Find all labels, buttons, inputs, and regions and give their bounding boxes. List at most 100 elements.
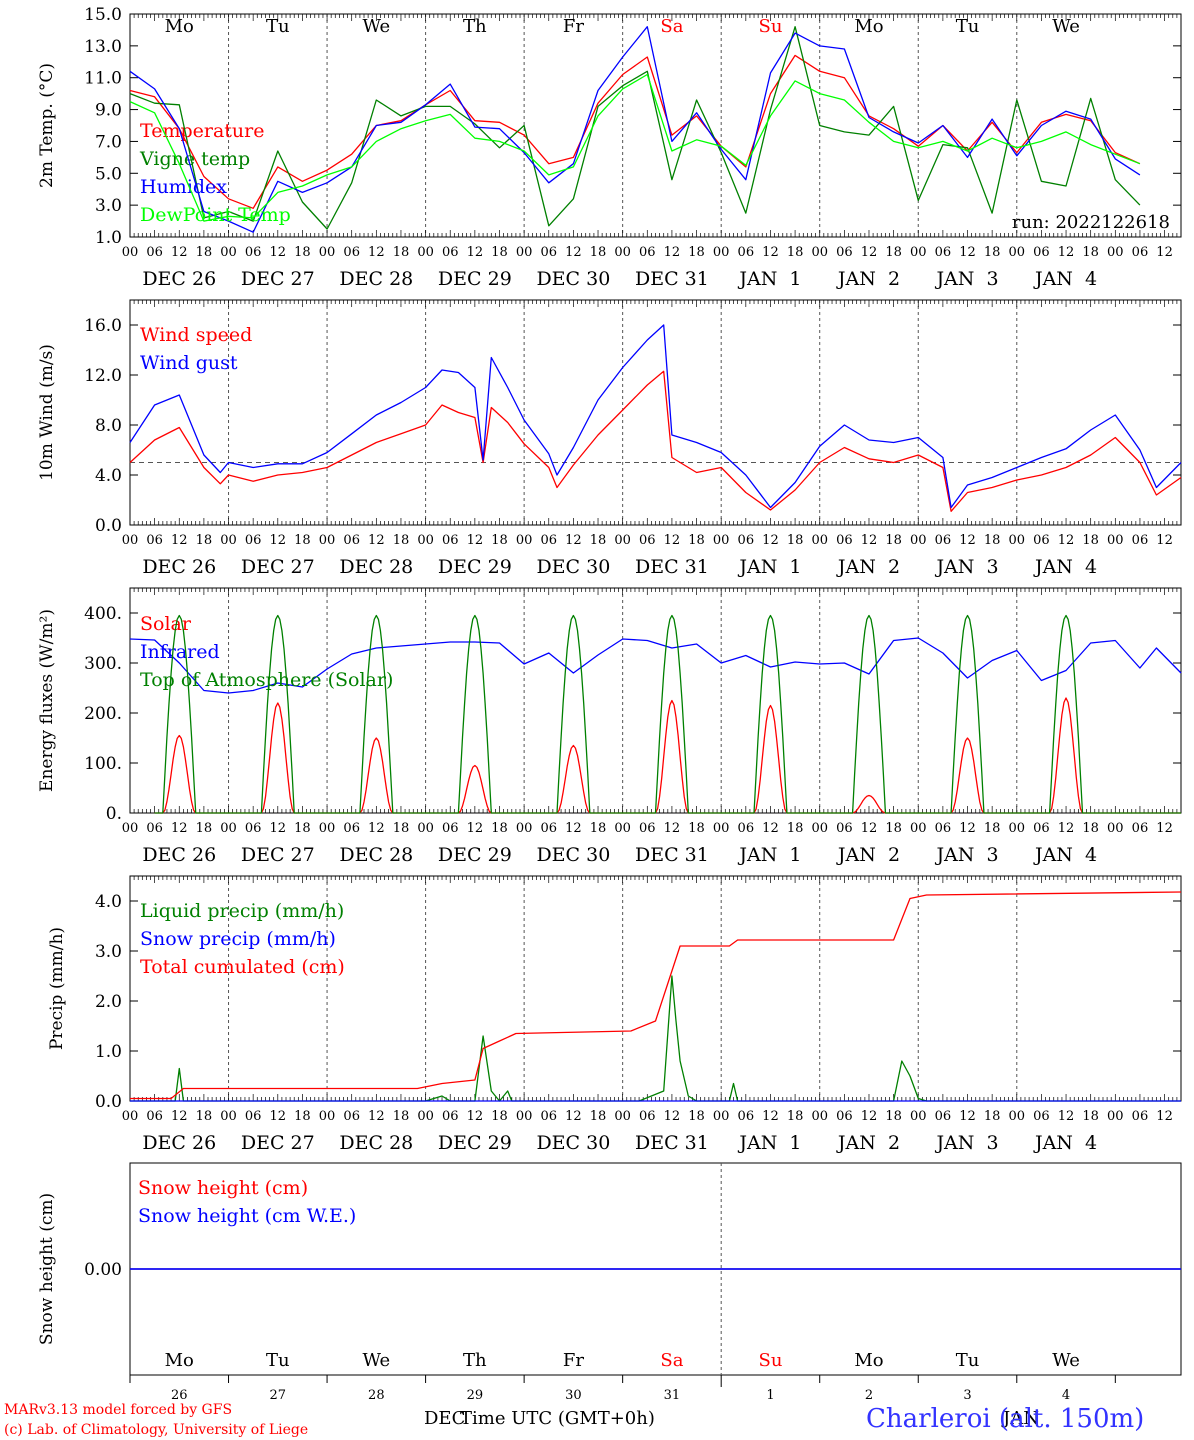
y-tick-label: 300. bbox=[84, 654, 122, 674]
hour-tick-label: 00 bbox=[417, 533, 434, 548]
hour-tick-label: 18 bbox=[787, 245, 804, 260]
hour-tick-label: 18 bbox=[491, 1109, 508, 1124]
hour-tick-label: 18 bbox=[393, 1109, 410, 1124]
hour-tick-label: 06 bbox=[442, 1109, 459, 1124]
hour-tick-label: 06 bbox=[540, 533, 557, 548]
date-label: JAN 2 bbox=[836, 268, 900, 290]
date-label: DEC 27 bbox=[241, 268, 315, 290]
y-tick-label: 13.0 bbox=[84, 37, 122, 57]
legend-entry: Snow height (cm W.E.) bbox=[138, 1205, 356, 1227]
hour-tick-label: 12 bbox=[1058, 821, 1075, 836]
y-tick-label: 0.00 bbox=[84, 1260, 122, 1280]
hour-tick-label: 06 bbox=[245, 821, 262, 836]
hour-tick-label: 12 bbox=[565, 245, 582, 260]
hour-tick-label: 18 bbox=[294, 1109, 311, 1124]
weekday-label: Mo bbox=[165, 1350, 194, 1371]
date-label: DEC 30 bbox=[536, 844, 610, 866]
y-tick-label: 15.0 bbox=[84, 5, 122, 25]
hour-tick-label: 18 bbox=[787, 821, 804, 836]
hour-tick-label: 18 bbox=[984, 533, 1001, 548]
hour-tick-label: 00 bbox=[614, 245, 631, 260]
hour-tick-label: 00 bbox=[220, 245, 237, 260]
day-number-label: 31 bbox=[664, 1388, 681, 1403]
legend-entry: Wind gust bbox=[140, 352, 238, 374]
hour-tick-label: 12 bbox=[270, 821, 287, 836]
date-label: JAN 1 bbox=[737, 556, 801, 578]
y-tick-label: 3.0 bbox=[95, 196, 122, 216]
hour-tick-label: 18 bbox=[688, 533, 705, 548]
date-label: JAN 2 bbox=[836, 556, 900, 578]
hour-tick-label: 00 bbox=[220, 533, 237, 548]
date-label: JAN 3 bbox=[934, 1132, 998, 1154]
day-number-label: 4 bbox=[1062, 1388, 1070, 1403]
hour-tick-label: 18 bbox=[688, 245, 705, 260]
hour-tick-label: 06 bbox=[343, 821, 360, 836]
legend-entry: Solar bbox=[140, 613, 192, 635]
hour-tick-label: 00 bbox=[122, 245, 139, 260]
y-axis-title: Precip (mm/h) bbox=[47, 927, 67, 1050]
hour-tick-label: 00 bbox=[1107, 245, 1124, 260]
hour-tick-label: 12 bbox=[1058, 533, 1075, 548]
hour-tick-label: 00 bbox=[516, 821, 533, 836]
hour-tick-label: 18 bbox=[787, 533, 804, 548]
hour-tick-label: 00 bbox=[122, 1109, 139, 1124]
hour-tick-label: 06 bbox=[1033, 533, 1050, 548]
hour-tick-label: 00 bbox=[1009, 533, 1026, 548]
date-label: JAN 3 bbox=[934, 556, 998, 578]
hour-tick-label: 00 bbox=[516, 245, 533, 260]
hour-tick-label: 00 bbox=[910, 821, 927, 836]
panel-5: 0.00 Snow height (cm) Mo Tu We Th Fr Sa Su Mo Tu We… bbox=[37, 1162, 1182, 1403]
hour-tick-label: 06 bbox=[1033, 821, 1050, 836]
hour-tick-label: 12 bbox=[1156, 821, 1173, 836]
hour-tick-label: 18 bbox=[294, 821, 311, 836]
hour-tick-label: 06 bbox=[540, 1109, 557, 1124]
hour-tick-label: 06 bbox=[639, 533, 656, 548]
hour-tick-label: 00 bbox=[713, 533, 730, 548]
hour-tick-label: 12 bbox=[171, 821, 188, 836]
hour-tick-label: 12 bbox=[171, 1109, 188, 1124]
series-line-top-of-atmosphere-solar- bbox=[154, 614, 1181, 814]
hour-tick-label: 00 bbox=[220, 821, 237, 836]
hour-tick-label: 18 bbox=[294, 533, 311, 548]
hour-tick-label: 06 bbox=[639, 245, 656, 260]
date-label: DEC 29 bbox=[438, 844, 512, 866]
hour-tick-label: 00 bbox=[122, 821, 139, 836]
y-tick-label: 7.0 bbox=[95, 132, 122, 152]
legend-entry: Wind speed bbox=[140, 324, 252, 346]
date-label: JAN 3 bbox=[934, 844, 998, 866]
hour-tick-label: 06 bbox=[738, 821, 755, 836]
hour-tick-label: 00 bbox=[319, 533, 336, 548]
hour-tick-label: 06 bbox=[343, 533, 360, 548]
hour-tick-label: 00 bbox=[614, 533, 631, 548]
date-label: DEC 28 bbox=[339, 268, 413, 290]
hour-tick-label: 00 bbox=[516, 533, 533, 548]
date-label: DEC 29 bbox=[438, 1132, 512, 1154]
date-label: DEC 28 bbox=[339, 1132, 413, 1154]
date-label: DEC 30 bbox=[536, 268, 610, 290]
weekday-label: Fr bbox=[563, 16, 584, 37]
weekday-label: Mo bbox=[854, 1350, 883, 1371]
hour-tick-label: 06 bbox=[442, 533, 459, 548]
hour-tick-label: 06 bbox=[540, 821, 557, 836]
run-label: run: 2022122618 bbox=[1012, 212, 1170, 233]
hour-tick-label: 12 bbox=[959, 533, 976, 548]
hour-tick-label: 00 bbox=[417, 1109, 434, 1124]
weekday-label: Sa bbox=[660, 16, 683, 37]
y-axis-title: Snow height (cm) bbox=[37, 1193, 57, 1345]
hour-tick-label: 18 bbox=[885, 1109, 902, 1124]
hour-tick-label: 12 bbox=[1156, 245, 1173, 260]
y-tick-label: 0. bbox=[106, 804, 122, 824]
hour-tick-label: 06 bbox=[245, 533, 262, 548]
hour-tick-label: 18 bbox=[294, 245, 311, 260]
hour-tick-label: 00 bbox=[220, 1109, 237, 1124]
hour-tick-label: 00 bbox=[319, 1109, 336, 1124]
hour-tick-label: 00 bbox=[1009, 245, 1026, 260]
weekday-label: Th bbox=[463, 16, 487, 37]
hour-tick-label: 12 bbox=[861, 533, 878, 548]
legend-entry: Snow precip (mm/h) bbox=[140, 928, 336, 950]
hour-tick-label: 12 bbox=[861, 245, 878, 260]
legend-entry: Infrared bbox=[140, 641, 220, 663]
hour-tick-label: 12 bbox=[270, 1109, 287, 1124]
hour-tick-label: 18 bbox=[590, 821, 607, 836]
hour-tick-label: 12 bbox=[959, 245, 976, 260]
